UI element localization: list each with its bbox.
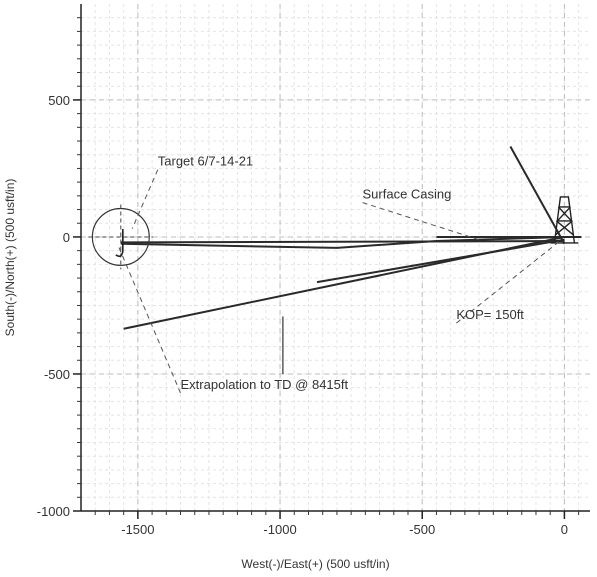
annotation-leader xyxy=(131,169,159,229)
trajectory-line xyxy=(120,240,565,244)
y-tick-label: -1000 xyxy=(37,504,70,519)
annotation-label: KOP= 150ft xyxy=(456,307,524,322)
x-axis-title: West(-)/East(+) (500 usft/in) xyxy=(241,557,389,571)
annotation-leader xyxy=(362,202,480,241)
trajectory-line xyxy=(120,235,565,249)
x-tick-label: -1500 xyxy=(121,522,154,537)
annotation-label: Target 6/7-14-21 xyxy=(158,154,253,169)
x-tick-label: -500 xyxy=(409,522,435,537)
x-tick-label: 0 xyxy=(561,522,568,537)
y-tick-label: 0 xyxy=(63,230,70,245)
y-tick-label: 500 xyxy=(48,93,70,108)
annotations: Target 6/7-14-21 Surface Casing KOP= 150ft… xyxy=(117,154,562,394)
annotation-label: Surface Casing xyxy=(363,187,452,202)
drilling-rig-icon xyxy=(550,196,579,244)
trajectory-line xyxy=(316,238,565,284)
ticks: -1500 -1000 -500 0 -1000 -500 0 500 xyxy=(37,17,580,537)
annotation-leader xyxy=(456,239,562,324)
annotation-label: Extrapolation to TD @ 8415ft xyxy=(181,377,349,392)
x-tick-label: -1000 xyxy=(263,522,296,537)
target-hook xyxy=(115,228,124,258)
rig-bracing xyxy=(554,206,574,236)
y-tick-label: -500 xyxy=(44,367,70,382)
series-layer xyxy=(88,146,582,330)
trajectory-line xyxy=(509,146,566,245)
y-axis-title: South(-)/North(+) (500 usft/in) xyxy=(3,179,17,337)
grid-major xyxy=(81,4,590,511)
